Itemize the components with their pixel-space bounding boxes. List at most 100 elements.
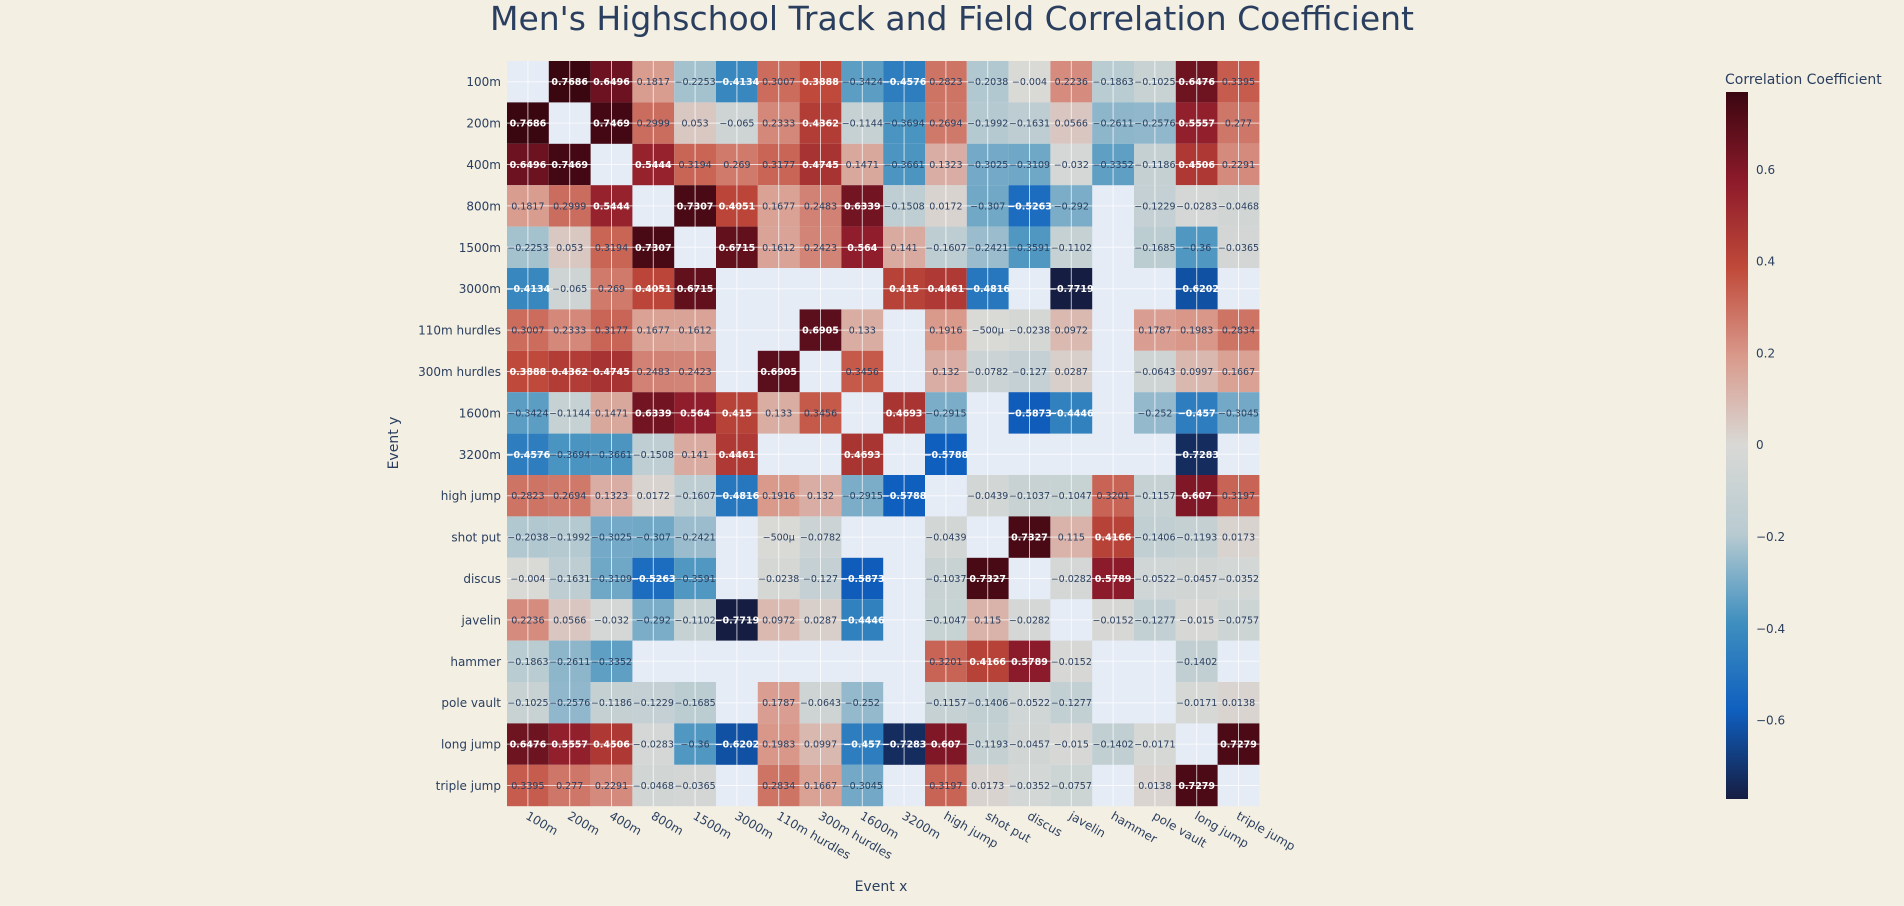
colorbar-tick-label: 0.6 <box>1756 163 1775 177</box>
cell-label: −0.2915 <box>925 408 966 419</box>
cell-label: −0.2576 <box>1134 119 1175 130</box>
cell-label: 0.4506 <box>1178 160 1215 171</box>
cell-label: 0.3007 <box>511 326 544 337</box>
y-tick-label: 3200m <box>459 448 501 462</box>
cell-label: −0.36 <box>1182 243 1211 254</box>
cell-label: 0.133 <box>849 326 876 337</box>
x-tick-label: 3000m <box>732 809 776 842</box>
cell-label: 0.3888 <box>802 77 839 88</box>
cell-label: 0.3194 <box>678 160 711 171</box>
cell-label: −0.292 <box>1054 201 1089 212</box>
cell-label: −0.7283 <box>1174 450 1219 461</box>
cell-label: −0.0282 <box>1051 574 1092 585</box>
cell-label: −0.0283 <box>1176 201 1217 212</box>
cell-label: −0.1144 <box>842 119 883 130</box>
cell-label: −0.065 <box>719 119 754 130</box>
cell-label: −0.0365 <box>674 781 715 792</box>
cell-label: 0.6339 <box>844 201 881 212</box>
cell-label: −0.2915 <box>842 491 883 502</box>
y-tick-label: 800m <box>466 199 501 213</box>
x-tick-label: 3200m <box>900 809 944 842</box>
cell-label: 0.6715 <box>677 284 714 295</box>
cell-label: −0.0352 <box>1218 574 1259 585</box>
cell-label: 0.053 <box>556 243 583 254</box>
cell-label: −0.1102 <box>674 615 715 626</box>
cell-label: 0.133 <box>765 408 792 419</box>
cell-label: −0.4576 <box>882 77 927 88</box>
cell-label: 0.4362 <box>802 119 839 130</box>
cell-label: −0.1863 <box>507 657 548 668</box>
cell-label: −0.0757 <box>1051 781 1092 792</box>
cell-label: 0.6476 <box>1178 77 1215 88</box>
cell-label: −0.1402 <box>1176 657 1217 668</box>
cell-label: 0.3201 <box>1096 491 1129 502</box>
cell-label: 0.3201 <box>929 657 962 668</box>
cell-label: 0.564 <box>680 408 710 419</box>
colorbar-tick-label: −0.2 <box>1756 530 1785 544</box>
cell-label: −0.1025 <box>1134 77 1175 88</box>
cell-label: −0.1047 <box>1051 491 1092 502</box>
cell-label: −0.1193 <box>967 740 1008 751</box>
cell-label: 0.1677 <box>637 326 670 337</box>
cell-label: 0.2423 <box>804 243 837 254</box>
cell-label: 0.3177 <box>595 326 628 337</box>
cell-label: −0.004 <box>510 574 545 585</box>
y-tick-label: shot put <box>451 531 501 545</box>
cell-label: −0.0352 <box>1009 781 1050 792</box>
cell-label: 0.0997 <box>1180 367 1213 378</box>
cell-label: 0.2333 <box>553 326 586 337</box>
cell-label: 0.4693 <box>886 408 923 419</box>
cell-label: 0.4506 <box>593 740 630 751</box>
cell-label: −0.127 <box>803 574 838 585</box>
cell-label: −0.015 <box>1054 740 1089 751</box>
colorbar-tick-label: −0.4 <box>1756 622 1785 636</box>
cell-label: −0.2253 <box>674 77 715 88</box>
cell-label: 0.7307 <box>677 201 714 212</box>
cell-label: 0.7469 <box>593 119 630 130</box>
cell-label: 0.0172 <box>929 201 962 212</box>
cell-label: −0.1402 <box>1092 740 1133 751</box>
cell-label: −0.0468 <box>1218 201 1259 212</box>
cell-label: −0.1685 <box>674 698 715 709</box>
cell-label: −0.3025 <box>967 160 1008 171</box>
cell-label: −0.5263 <box>1007 201 1052 212</box>
cell-label: −0.252 <box>1137 408 1172 419</box>
cell-label: −0.5788 <box>924 450 969 461</box>
cell-label: −0.4446 <box>1049 408 1094 419</box>
cell-label: 0.4461 <box>719 450 756 461</box>
colorbar-tick-label: 0.2 <box>1756 346 1775 360</box>
y-tick-label: long jump <box>441 738 501 752</box>
cell-label: −0.004 <box>1012 77 1047 88</box>
cell-label: 0.269 <box>598 284 625 295</box>
cell-label: 0.7686 <box>510 119 547 130</box>
cell-label: −0.7719 <box>715 615 760 626</box>
cell-label: 0.2483 <box>637 367 670 378</box>
cell-label: −0.1157 <box>1134 491 1175 502</box>
cell-label: −0.2038 <box>967 77 1008 88</box>
cell-label: −0.3424 <box>842 77 883 88</box>
cell-label: 0.0173 <box>971 781 1004 792</box>
cell-label: −0.1229 <box>633 698 674 709</box>
cell-label: −0.2038 <box>507 533 548 544</box>
cell-label: −500μ <box>972 326 1004 337</box>
cell-label: 0.1323 <box>929 160 962 171</box>
cell-label: −0.1406 <box>967 698 1008 709</box>
cell-label: 0.115 <box>1058 533 1085 544</box>
cell-label: −0.1037 <box>925 574 966 585</box>
cell-label: 0.1983 <box>762 740 795 751</box>
cell-label: −0.0643 <box>800 698 841 709</box>
cell-label: −0.4816 <box>965 284 1010 295</box>
cell-label: 0.2423 <box>678 367 711 378</box>
cell-label: −0.3045 <box>842 781 883 792</box>
cell-label: 0.2834 <box>762 781 795 792</box>
cell-label: 0.6496 <box>593 77 630 88</box>
cell-label: 0.0972 <box>762 615 795 626</box>
y-tick-label: pole vault <box>441 696 501 710</box>
cell-label: −0.0171 <box>1176 698 1217 709</box>
cell-label: −0.1508 <box>883 201 924 212</box>
cell-label: 0.3197 <box>1222 491 1255 502</box>
cell-label: 0.141 <box>890 243 917 254</box>
cell-label: 0.7279 <box>1178 781 1215 792</box>
cell-label: −0.36 <box>681 740 710 751</box>
